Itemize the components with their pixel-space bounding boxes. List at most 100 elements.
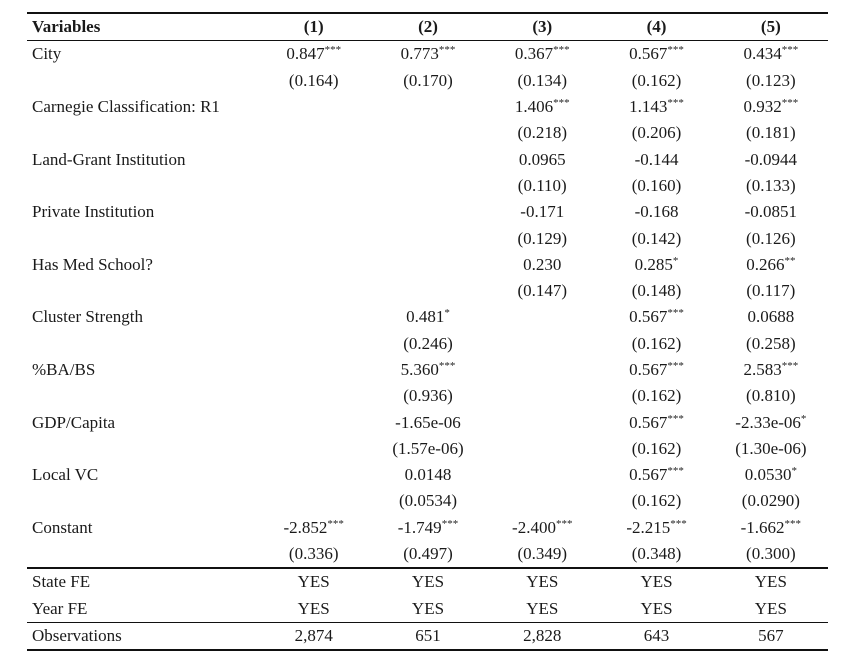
significance-stars: ** xyxy=(784,254,796,267)
significance-stars: *** xyxy=(441,517,459,530)
coef-value: -2.852 xyxy=(283,517,328,537)
observations-value: 2,828 xyxy=(485,621,600,651)
column-header-4: (4) xyxy=(599,12,714,42)
se-row: (1.57e-06) (0.162) (1.30e-06) xyxy=(27,436,828,462)
coef-cell: -0.0944 xyxy=(714,146,828,172)
coef-cell: 0.481* xyxy=(371,304,485,330)
coef-value: 2.583 xyxy=(743,360,782,379)
fixed-effect-value: YES xyxy=(713,567,828,596)
fixed-effect-value: YES xyxy=(256,567,371,596)
coef-cell: 0.567*** xyxy=(599,41,713,68)
column-header-2: (2) xyxy=(370,12,486,42)
coef-value: 0.567 xyxy=(629,360,668,379)
column-header-1: (1) xyxy=(256,12,371,42)
coef-cell: -2.852*** xyxy=(257,515,371,541)
coef-cell: -1.65e-06 xyxy=(371,409,485,435)
std-error-cell: (0.164) xyxy=(288,70,339,90)
std-error-cell: (0.123) xyxy=(746,70,796,90)
significance-stars: *** xyxy=(438,360,456,372)
coef-value: 0.567 xyxy=(629,465,668,485)
coef-cell: 0.567*** xyxy=(599,409,713,435)
se-row: (0.936) (0.162) (0.810) xyxy=(27,383,828,409)
se-label-blank xyxy=(27,436,257,462)
std-error-cell: (0.810) xyxy=(746,386,796,406)
coef-cell: 0.847*** xyxy=(257,41,371,68)
se-row: (0.129) (0.142) (0.126) xyxy=(27,225,828,251)
std-error-cell xyxy=(485,383,599,409)
std-error-cell xyxy=(257,225,371,251)
coef-value: -0.144 xyxy=(634,149,679,169)
coef-cell xyxy=(485,462,599,488)
std-error-cell: (0.246) xyxy=(403,333,453,353)
std-error-cell: (0.126) xyxy=(746,228,796,248)
std-error-cell xyxy=(257,331,371,357)
significance-stars: * xyxy=(444,307,450,320)
se-label-blank xyxy=(27,68,257,94)
std-error-cell: (0.300) xyxy=(746,544,796,564)
coef-value: 0.773 xyxy=(400,44,439,64)
coef-value: 0.481 xyxy=(406,307,445,327)
coef-cell: 0.567*** xyxy=(599,462,713,488)
se-label-blank xyxy=(27,225,257,251)
fixed-effect-value: YES xyxy=(411,598,445,618)
coef-value: -1.65e-06 xyxy=(395,412,461,432)
fixed-effect-value: YES xyxy=(370,567,486,596)
coef-cell: 0.567*** xyxy=(599,304,713,330)
coef-cell: 0.773*** xyxy=(371,41,485,68)
std-error-cell: (0.147) xyxy=(517,281,568,301)
observations-row: Observations 2,874 651 2,828 643 567 xyxy=(27,621,828,651)
coef-cell xyxy=(371,252,485,278)
coef-value: 0.285 xyxy=(634,254,673,274)
column-header-5: (5) xyxy=(713,12,828,42)
std-error-cell: (0.160) xyxy=(631,175,682,195)
observations-value: 643 xyxy=(599,621,714,651)
coef-cell: 5.360*** xyxy=(371,357,485,383)
coef-cell xyxy=(485,409,599,435)
std-error-cell: (1.30e-06) xyxy=(735,438,807,458)
std-error-cell: (0.0290) xyxy=(741,491,800,511)
coef-cell: 0.434*** xyxy=(714,41,828,68)
coef-cell xyxy=(485,357,599,383)
std-error-cell xyxy=(371,278,485,304)
coef-row: City 0.847*** 0.773*** 0.367*** 0.567*** 0.43… xyxy=(27,41,828,68)
coef-cell: 1.143*** xyxy=(599,94,713,120)
coefficient-body: City 0.847*** 0.773*** 0.367*** 0.567*** 0.43… xyxy=(27,41,828,568)
coef-value: -2.33e-06 xyxy=(735,412,801,432)
significance-stars: *** xyxy=(781,97,799,110)
coef-value: 0.0148 xyxy=(404,465,452,485)
std-error-cell xyxy=(257,488,371,514)
std-error-cell: (0.0534) xyxy=(398,491,458,511)
std-error-cell: (0.162) xyxy=(631,333,682,353)
coef-cell: -2.400*** xyxy=(485,515,599,541)
coef-row: GDP/Capita -1.65e-06 0.567*** -2.33e-06* xyxy=(27,409,828,435)
std-error-cell xyxy=(371,120,485,146)
std-error-cell: (0.349) xyxy=(517,544,568,564)
coef-cell: 0.0965 xyxy=(485,146,599,172)
significance-stars: *** xyxy=(667,360,684,372)
coef-cell xyxy=(257,146,371,172)
coef-cell xyxy=(371,146,485,172)
coef-cell: 0.266** xyxy=(714,252,828,278)
coef-cell xyxy=(257,304,371,330)
std-error-cell: (0.162) xyxy=(631,491,682,511)
coef-value: 0.230 xyxy=(523,254,562,274)
significance-stars: *** xyxy=(667,465,684,478)
coef-cell xyxy=(257,199,371,225)
significance-stars: *** xyxy=(555,517,573,530)
std-error-cell xyxy=(371,225,485,251)
fixed-effect-value: YES xyxy=(754,598,787,618)
coef-value: 1.143 xyxy=(629,97,668,117)
se-row: (0.336) (0.497) (0.349) (0.348) (0.300) xyxy=(27,541,828,568)
fixed-effect-value: YES xyxy=(599,567,714,596)
std-error-cell: (0.134) xyxy=(517,70,568,90)
coef-cell xyxy=(257,94,371,120)
std-error-cell xyxy=(257,278,371,304)
coef-row: Land-Grant Institution 0.0965 -0.144 -0.094… xyxy=(27,146,828,172)
variable-label: Land-Grant Institution xyxy=(32,149,186,169)
std-error-cell: (0.129) xyxy=(517,228,568,248)
regression-table: Variables (1) (2) (3) (4) (5) City 0.847*… xyxy=(27,12,828,651)
observations-value: 567 xyxy=(713,621,828,651)
coef-value: 0.567 xyxy=(629,307,668,327)
variable-label: Cluster Strength xyxy=(32,307,143,327)
std-error-cell: (0.497) xyxy=(403,544,453,564)
